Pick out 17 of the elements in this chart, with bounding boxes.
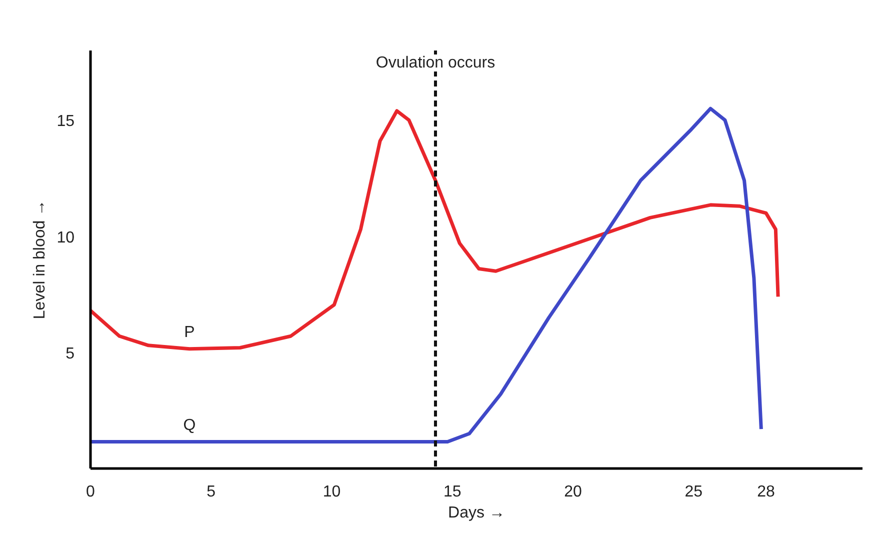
y-tick-label: 10	[56, 229, 75, 246]
line-series	[90, 106, 763, 444]
y-tick-label: 5	[66, 345, 75, 362]
x-tick-label: 25	[684, 484, 703, 500]
x-tick-label: 20	[564, 484, 582, 500]
x-tick-label: 15	[443, 484, 462, 500]
x-tick-label: 28	[757, 484, 775, 500]
x-tick-label: 5	[206, 484, 216, 500]
ref-line-label: Ovulation occurs	[376, 54, 496, 72]
series-label: Q	[183, 416, 196, 434]
x-axis-title: Days →	[448, 504, 505, 522]
line-series	[90, 109, 780, 351]
x-tick-label: 10	[322, 484, 341, 500]
x-tick-label: 0	[86, 484, 96, 500]
y-tick-label: 15	[56, 113, 75, 130]
series-label: P	[184, 324, 195, 341]
y-axis-title: Level in blood →	[32, 200, 49, 320]
